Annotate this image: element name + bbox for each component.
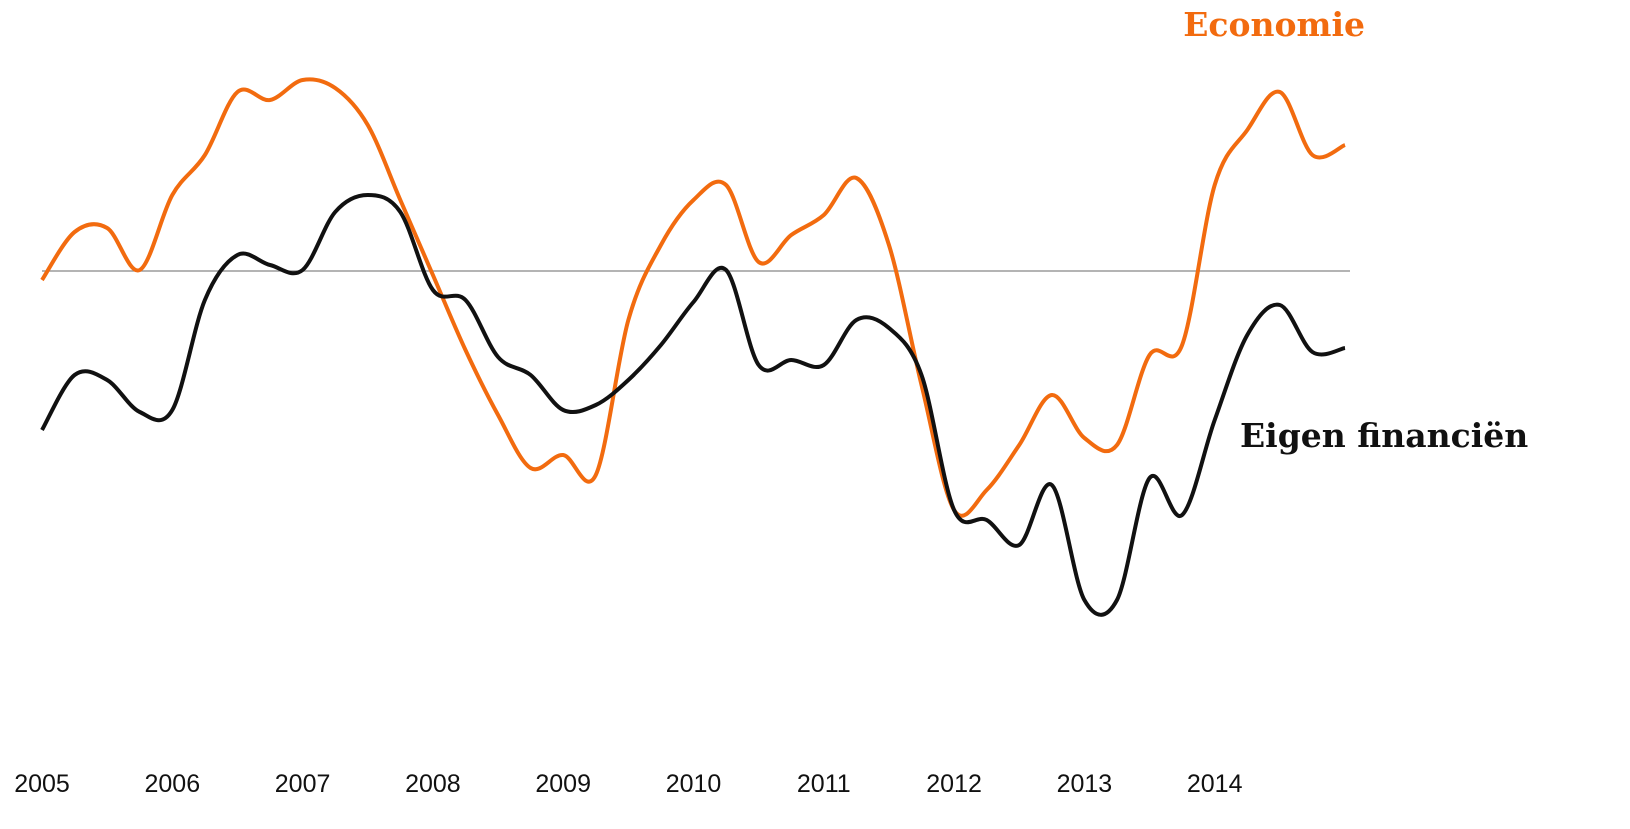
- x-tick-label: 2010: [666, 770, 722, 798]
- legend-label: Eigen financiën: [1240, 416, 1528, 455]
- x-tick-label: 2008: [405, 770, 461, 798]
- x-tick-label: 2005: [14, 770, 70, 798]
- x-tick-label: 2009: [535, 770, 591, 798]
- line: [40, 77, 1346, 518]
- x-tick-label: 2011: [797, 770, 851, 798]
- x-tick-label: 2006: [144, 770, 200, 798]
- x-tick-label: 2007: [275, 770, 331, 798]
- x-tick-label: 2012: [926, 770, 982, 798]
- x-tick-label: 2014: [1187, 770, 1243, 798]
- legend-label: Economie: [1183, 5, 1365, 44]
- x-tick-label: 2013: [1057, 770, 1113, 798]
- line: [40, 193, 1346, 617]
